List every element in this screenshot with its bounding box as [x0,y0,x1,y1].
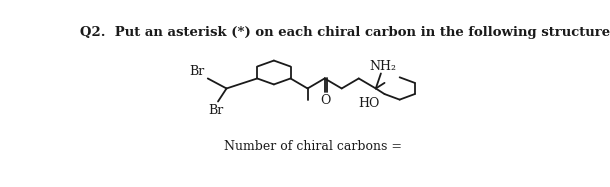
Text: NH₂: NH₂ [369,60,396,73]
Text: Q2.  Put an asterisk (*) on each chiral carbon in the following structure:: Q2. Put an asterisk (*) on each chiral c… [80,26,610,39]
Text: Number of chiral carbons =: Number of chiral carbons = [224,140,401,153]
Text: HO: HO [359,97,380,110]
Text: O: O [320,94,331,107]
Text: Br: Br [190,65,205,78]
Text: Br: Br [208,104,223,117]
